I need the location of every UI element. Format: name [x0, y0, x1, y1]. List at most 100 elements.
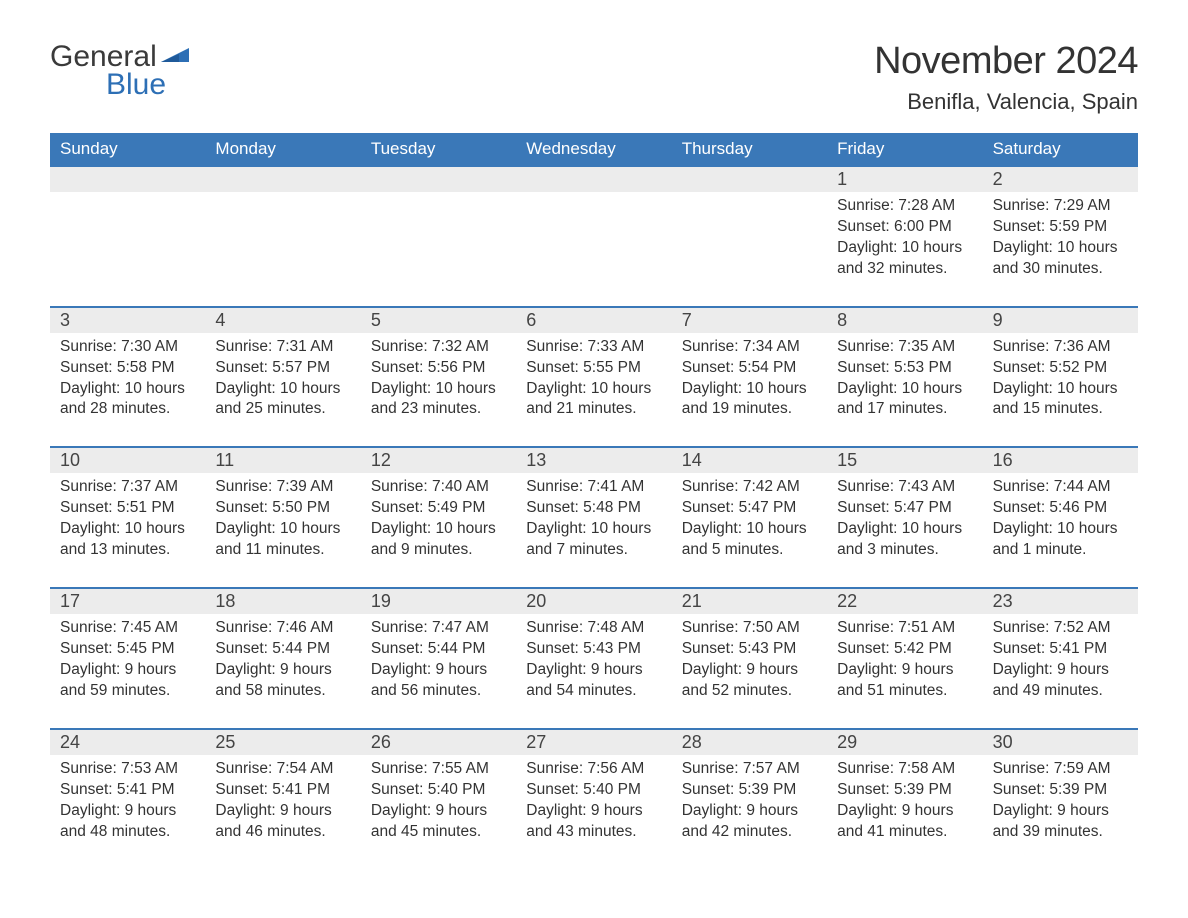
sunrise-text: Sunrise: 7:44 AM [993, 477, 1128, 498]
sunset-text: Sunset: 5:58 PM [60, 358, 195, 379]
day-detail [50, 192, 205, 306]
daylight-text: Daylight: 9 hours and 48 minutes. [60, 801, 195, 843]
daylight-text: Daylight: 9 hours and 43 minutes. [526, 801, 661, 843]
week-detail-row: Sunrise: 7:37 AMSunset: 5:51 PMDaylight:… [50, 473, 1138, 587]
sunrise-text: Sunrise: 7:47 AM [371, 618, 506, 639]
dow-saturday: Saturday [983, 133, 1138, 165]
day-detail: Sunrise: 7:47 AMSunset: 5:44 PMDaylight:… [361, 614, 516, 728]
sunrise-text: Sunrise: 7:28 AM [837, 196, 972, 217]
sunrise-text: Sunrise: 7:31 AM [215, 337, 350, 358]
sunrise-text: Sunrise: 7:30 AM [60, 337, 195, 358]
day-number: 5 [361, 308, 516, 333]
sunrise-text: Sunrise: 7:54 AM [215, 759, 350, 780]
day-detail: Sunrise: 7:48 AMSunset: 5:43 PMDaylight:… [516, 614, 671, 728]
sunset-text: Sunset: 6:00 PM [837, 217, 972, 238]
daylight-text: Daylight: 9 hours and 58 minutes. [215, 660, 350, 702]
day-detail: Sunrise: 7:54 AMSunset: 5:41 PMDaylight:… [205, 755, 360, 869]
day-detail: Sunrise: 7:51 AMSunset: 5:42 PMDaylight:… [827, 614, 982, 728]
day-number: 11 [205, 448, 360, 473]
sunset-text: Sunset: 5:49 PM [371, 498, 506, 519]
day-number: 29 [827, 730, 982, 755]
day-number: 2 [983, 167, 1138, 192]
day-number: 23 [983, 589, 1138, 614]
daylight-text: Daylight: 10 hours and 21 minutes. [526, 379, 661, 421]
sunset-text: Sunset: 5:47 PM [837, 498, 972, 519]
daylight-text: Daylight: 9 hours and 39 minutes. [993, 801, 1128, 843]
day-detail: Sunrise: 7:44 AMSunset: 5:46 PMDaylight:… [983, 473, 1138, 587]
day-detail [672, 192, 827, 306]
sunrise-text: Sunrise: 7:37 AM [60, 477, 195, 498]
weeks-container: 12Sunrise: 7:28 AMSunset: 6:00 PMDayligh… [50, 165, 1138, 868]
sunset-text: Sunset: 5:59 PM [993, 217, 1128, 238]
dow-thursday: Thursday [672, 133, 827, 165]
week-detail-row: Sunrise: 7:45 AMSunset: 5:45 PMDaylight:… [50, 614, 1138, 728]
day-number: 1 [827, 167, 982, 192]
day-number: 19 [361, 589, 516, 614]
sunset-text: Sunset: 5:43 PM [526, 639, 661, 660]
location-subtitle: Benifla, Valencia, Spain [874, 89, 1138, 115]
week-daynum-row: 3456789 [50, 306, 1138, 333]
day-detail: Sunrise: 7:31 AMSunset: 5:57 PMDaylight:… [205, 333, 360, 447]
day-number [516, 167, 671, 192]
sunset-text: Sunset: 5:39 PM [993, 780, 1128, 801]
sunset-text: Sunset: 5:45 PM [60, 639, 195, 660]
sunrise-text: Sunrise: 7:39 AM [215, 477, 350, 498]
dow-wednesday: Wednesday [516, 133, 671, 165]
sunset-text: Sunset: 5:53 PM [837, 358, 972, 379]
calendar: Sunday Monday Tuesday Wednesday Thursday… [50, 133, 1138, 868]
flag-icon [161, 44, 189, 71]
day-number: 6 [516, 308, 671, 333]
title-block: November 2024 Benifla, Valencia, Spain [874, 40, 1138, 115]
day-detail: Sunrise: 7:55 AMSunset: 5:40 PMDaylight:… [361, 755, 516, 869]
sunset-text: Sunset: 5:46 PM [993, 498, 1128, 519]
day-number [50, 167, 205, 192]
day-detail: Sunrise: 7:36 AMSunset: 5:52 PMDaylight:… [983, 333, 1138, 447]
sunset-text: Sunset: 5:39 PM [682, 780, 817, 801]
daylight-text: Daylight: 9 hours and 54 minutes. [526, 660, 661, 702]
daylight-text: Daylight: 9 hours and 49 minutes. [993, 660, 1128, 702]
day-detail: Sunrise: 7:37 AMSunset: 5:51 PMDaylight:… [50, 473, 205, 587]
header: General Blue November 2024 Benifla, Vale… [50, 40, 1138, 115]
day-detail: Sunrise: 7:58 AMSunset: 5:39 PMDaylight:… [827, 755, 982, 869]
day-detail: Sunrise: 7:50 AMSunset: 5:43 PMDaylight:… [672, 614, 827, 728]
week-daynum-row: 24252627282930 [50, 728, 1138, 755]
day-detail: Sunrise: 7:32 AMSunset: 5:56 PMDaylight:… [361, 333, 516, 447]
sunrise-text: Sunrise: 7:46 AM [215, 618, 350, 639]
day-detail [361, 192, 516, 306]
daylight-text: Daylight: 10 hours and 25 minutes. [215, 379, 350, 421]
daylight-text: Daylight: 10 hours and 13 minutes. [60, 519, 195, 561]
day-of-week-header: Sunday Monday Tuesday Wednesday Thursday… [50, 133, 1138, 165]
day-number: 27 [516, 730, 671, 755]
day-detail: Sunrise: 7:56 AMSunset: 5:40 PMDaylight:… [516, 755, 671, 869]
logo: General Blue [50, 40, 189, 102]
sunset-text: Sunset: 5:42 PM [837, 639, 972, 660]
sunset-text: Sunset: 5:55 PM [526, 358, 661, 379]
sunrise-text: Sunrise: 7:43 AM [837, 477, 972, 498]
sunset-text: Sunset: 5:56 PM [371, 358, 506, 379]
sunrise-text: Sunrise: 7:29 AM [993, 196, 1128, 217]
day-number [361, 167, 516, 192]
day-detail: Sunrise: 7:30 AMSunset: 5:58 PMDaylight:… [50, 333, 205, 447]
sunrise-text: Sunrise: 7:42 AM [682, 477, 817, 498]
sunset-text: Sunset: 5:44 PM [215, 639, 350, 660]
sunrise-text: Sunrise: 7:52 AM [993, 618, 1128, 639]
daylight-text: Daylight: 10 hours and 3 minutes. [837, 519, 972, 561]
sunrise-text: Sunrise: 7:40 AM [371, 477, 506, 498]
day-detail: Sunrise: 7:29 AMSunset: 5:59 PMDaylight:… [983, 192, 1138, 306]
sunrise-text: Sunrise: 7:50 AM [682, 618, 817, 639]
week-detail-row: Sunrise: 7:30 AMSunset: 5:58 PM Daylight:… [50, 333, 1138, 447]
sunset-text: Sunset: 5:50 PM [215, 498, 350, 519]
daylight-text: Daylight: 10 hours and 30 minutes. [993, 238, 1128, 280]
day-detail: Sunrise: 7:28 AMSunset: 6:00 PMDaylight:… [827, 192, 982, 306]
day-detail [516, 192, 671, 306]
daylight-text: Daylight: 10 hours and 9 minutes. [371, 519, 506, 561]
sunrise-text: Sunrise: 7:34 AM [682, 337, 817, 358]
day-number: 26 [361, 730, 516, 755]
week-daynum-row: 12 [50, 165, 1138, 192]
day-number [205, 167, 360, 192]
sunrise-text: Sunrise: 7:35 AM [837, 337, 972, 358]
day-number [672, 167, 827, 192]
sunrise-text: Sunrise: 7:55 AM [371, 759, 506, 780]
sunrise-text: Sunrise: 7:58 AM [837, 759, 972, 780]
dow-sunday: Sunday [50, 133, 205, 165]
